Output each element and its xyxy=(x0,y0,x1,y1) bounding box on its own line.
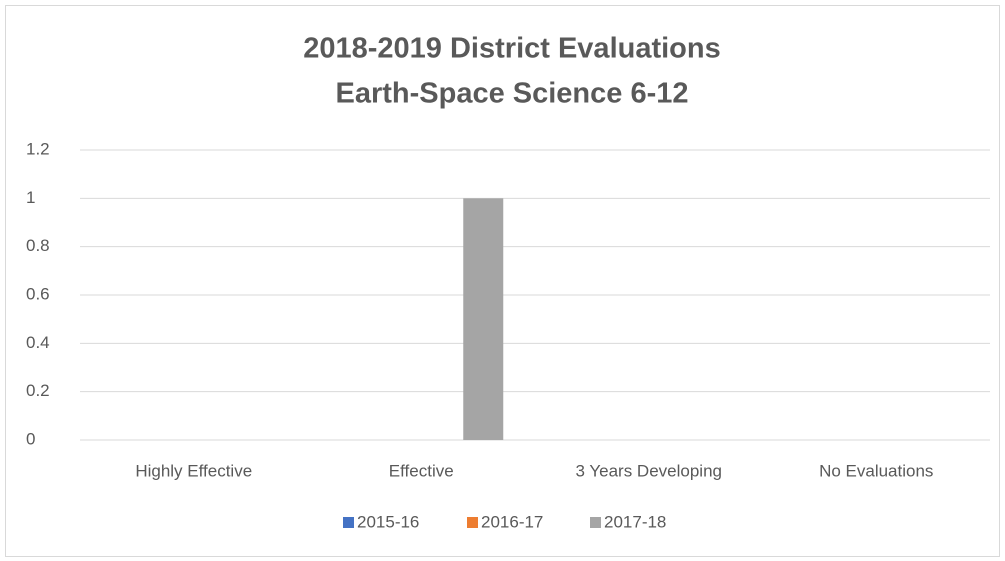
legend-label: 2017-18 xyxy=(604,512,666,531)
legend-label: 2016-17 xyxy=(481,512,543,531)
chart-subtitle: Earth-Space Science 6-12 xyxy=(335,78,688,110)
y-tick-label: 0.4 xyxy=(26,333,50,352)
x-tick-label: 3 Years Developing xyxy=(575,461,722,480)
y-tick-label: 0.2 xyxy=(26,381,50,400)
y-tick-label: 0.8 xyxy=(26,236,50,255)
x-tick-label: Effective xyxy=(389,461,454,480)
chart-title: 2018-2019 District Evaluations xyxy=(303,33,720,65)
legend-label: 2015-16 xyxy=(357,512,419,531)
y-tick-label: 1.2 xyxy=(26,139,50,158)
legend-swatch xyxy=(590,517,601,528)
legend-swatch xyxy=(467,517,478,528)
y-tick-label: 0 xyxy=(26,429,35,448)
bar xyxy=(463,198,504,440)
x-tick-label: No Evaluations xyxy=(819,461,933,480)
y-tick-label: 0.6 xyxy=(26,284,50,303)
legend-swatch xyxy=(343,517,354,528)
y-tick-label: 1 xyxy=(26,188,35,207)
x-tick-label: Highly Effective xyxy=(135,461,252,480)
